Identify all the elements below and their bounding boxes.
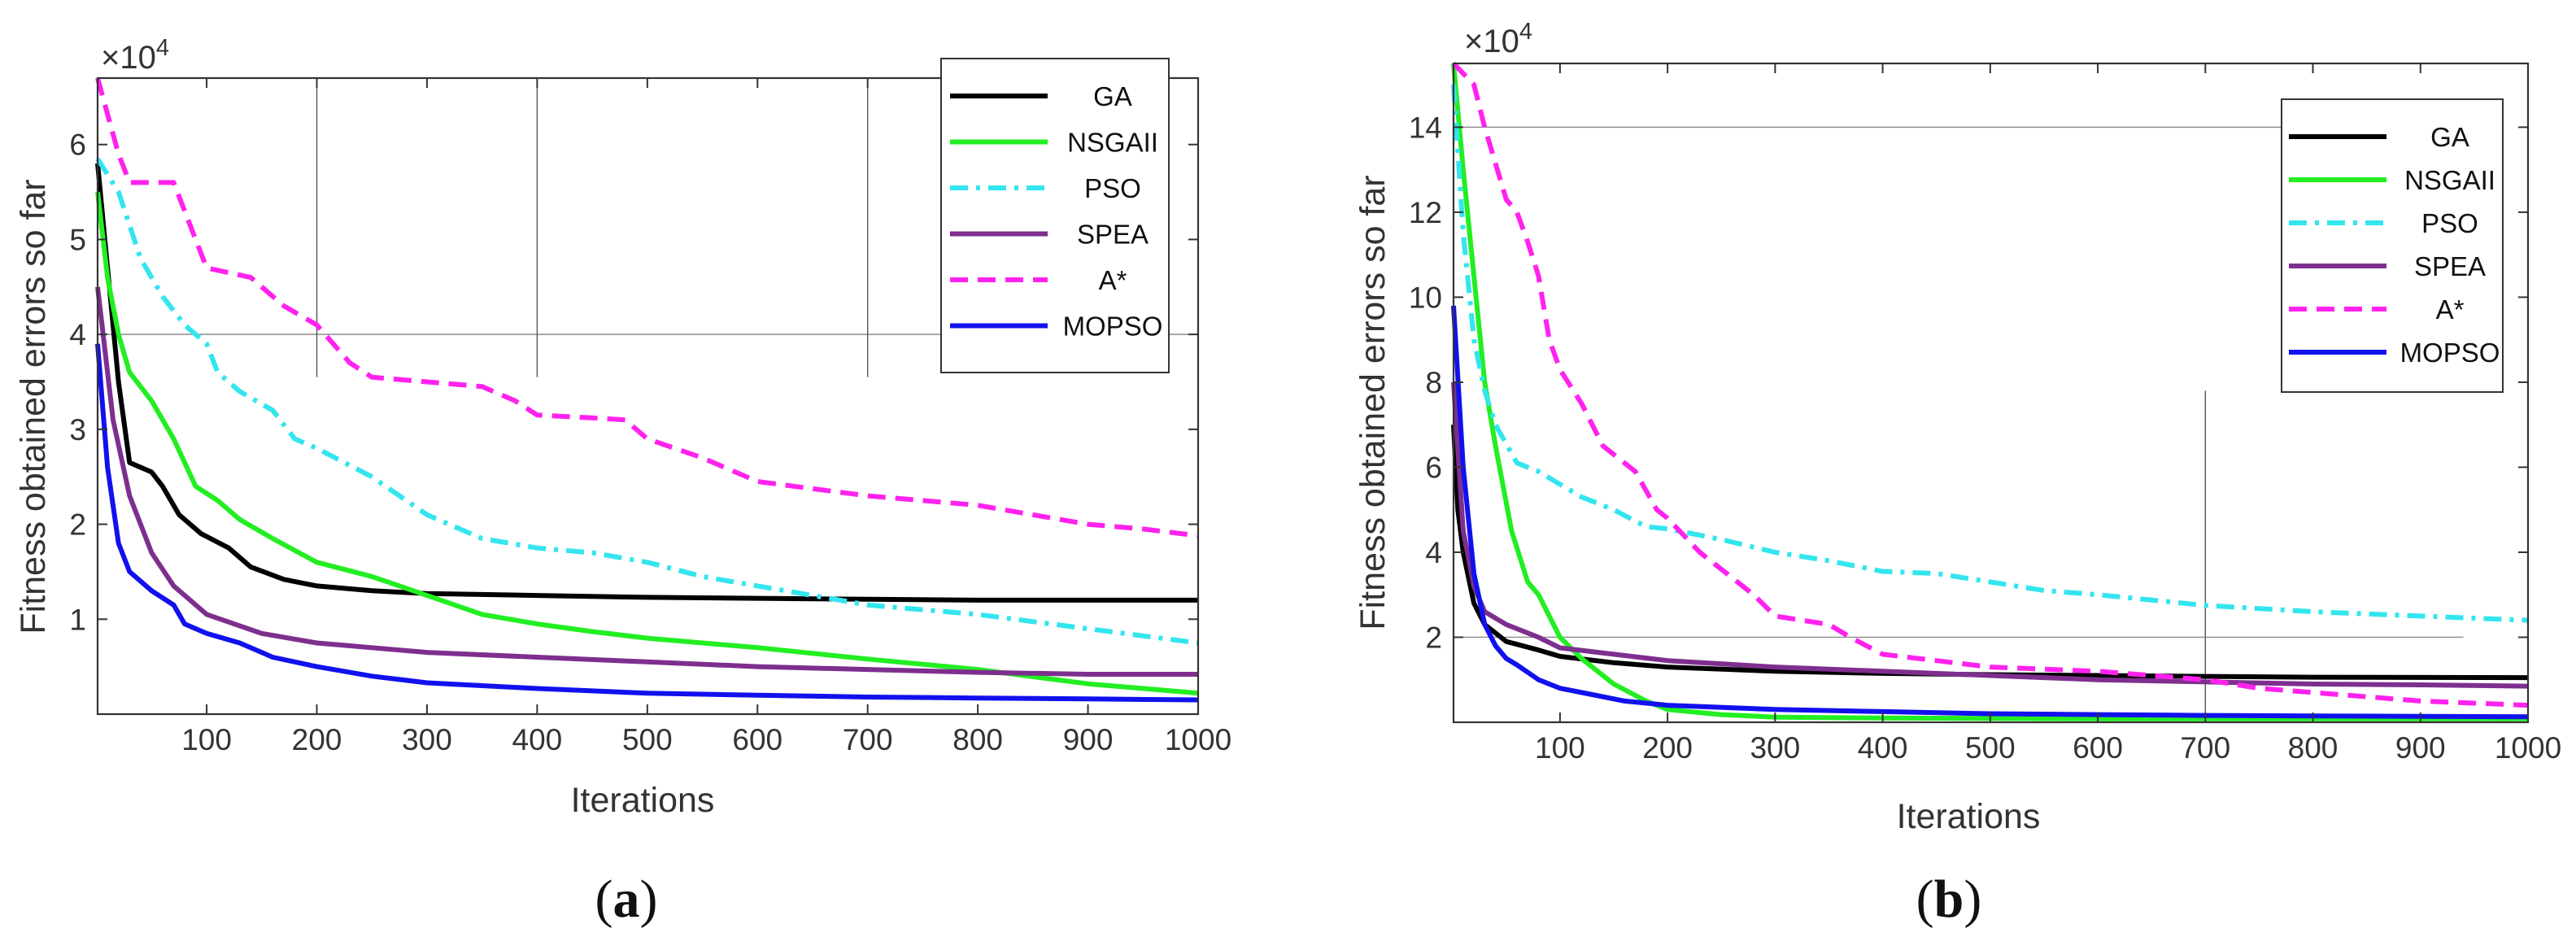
chart-a-xtick-label: 900 <box>1063 723 1114 756</box>
chart-a-caption-close: ) <box>640 869 658 929</box>
chart-a-legend-label: PSO <box>1084 173 1141 203</box>
chart-a-ytick-label: 4 <box>69 318 86 351</box>
chart-b-ytick-label: 10 <box>1409 281 1442 314</box>
chart-a-legend-label: SPEA <box>1077 220 1149 250</box>
chart-b-legend-label: MOPSO <box>2400 338 2500 368</box>
chart-a-series-nsgaii <box>95 191 1199 696</box>
chart-b-ylabel: Fitness obtained errors so far <box>1353 175 1393 630</box>
chart-b-exponent-power: 4 <box>1519 19 1532 45</box>
chart-a-ytick-label: 3 <box>69 413 86 447</box>
chart-b-legend-label: SPEA <box>2414 251 2486 281</box>
chart-a-xtick-label: 1000 <box>1165 723 1231 756</box>
chart-a-series-spea <box>95 286 1198 677</box>
chart-b-legend-label: GA <box>2430 122 2469 152</box>
chart-b-caption: (b) <box>1916 869 1982 929</box>
chart-b-series-spea <box>1451 381 2529 689</box>
chart-b-xtick-label: 1000 <box>2495 731 2561 765</box>
chart-b-xlabel: Iterations <box>1897 797 2041 836</box>
chart-a-legend: GA NSGAII PSO SPEA A* MOPSO <box>940 58 1170 373</box>
chart-b-series-ga <box>1451 425 2529 681</box>
chart-b-xtick-label: 100 <box>1535 731 1585 765</box>
chart-b-legend-label: NSGAII <box>2404 165 2495 195</box>
chart-a-series-pso <box>95 157 1199 646</box>
chart-b-xtick-label: 500 <box>1965 731 2016 765</box>
chart-a-ticks: 100 200 300 400 500 600 700 800 900 1000 1 2 3 4 5 6 <box>69 78 1231 756</box>
chart-a-xtick-label: 300 <box>402 723 452 756</box>
chart-a-ytick-label: 1 <box>69 603 86 636</box>
chart-b-ytick-label: 12 <box>1409 196 1442 229</box>
chart-a-legend-items: GA NSGAII PSO SPEA A* MOPSO <box>950 81 1162 342</box>
chart-a-xtick-label: 500 <box>622 723 673 756</box>
chart-a-series-a-star <box>95 77 1199 538</box>
chart-b-exponent: ×104 <box>1464 19 1532 59</box>
chart-a-xtick-label: 200 <box>292 723 342 756</box>
chart-b-ytick-label: 6 <box>1425 451 1442 484</box>
chart-a-caption-letter: a <box>613 869 640 929</box>
chart-b-ytick-label: 8 <box>1425 366 1442 399</box>
chart-a-series-ga <box>95 163 1198 603</box>
chart-b-xtick-label: 900 <box>2395 731 2446 765</box>
chart-b-caption-open: ( <box>1916 869 1934 929</box>
chart-b-caption-letter: b <box>1934 869 1964 929</box>
chart-b-ytick-label: 4 <box>1425 536 1442 569</box>
chart-a-xtick-label: 100 <box>181 723 232 756</box>
chart-b-ytick-label: 14 <box>1409 111 1442 144</box>
chart-b-legend: GA NSGAII PSO SPEA A* MOPSO <box>2281 98 2504 393</box>
chart-b-caption-close: ) <box>1964 869 1981 929</box>
chart-b-legend-label: A* <box>2436 294 2465 325</box>
chart-a-xtick-label: 600 <box>732 723 782 756</box>
chart-b-legend-items: GA NSGAII PSO SPEA A* MOPSO <box>2289 122 2500 368</box>
chart-a-xtick-label: 700 <box>843 723 893 756</box>
chart-a-legend-label: MOPSO <box>1063 312 1163 342</box>
chart-a-legend-box <box>940 58 1170 373</box>
chart-panel-b: 100 200 300 400 500 600 700 800 900 1000 2 4 6 8 10 12 1… <box>1353 19 2561 929</box>
chart-b-xtick-label: 200 <box>1642 731 1693 765</box>
chart-panel-a: 100 200 300 400 500 600 700 800 900 1000 1 2 3 4 5 6 ×1… <box>14 35 1231 929</box>
chart-a-legend-label: A* <box>1099 265 1127 295</box>
chart-b-xtick-label: 400 <box>1858 731 1908 765</box>
chart-b-legend-label: PSO <box>2421 208 2478 238</box>
chart-b-xtick-label: 300 <box>1750 731 1801 765</box>
chart-b-series-pso <box>1451 84 2529 623</box>
chart-a-legend-label: NSGAII <box>1067 128 1158 158</box>
chart-b-ticks: 100 200 300 400 500 600 700 800 900 1000 2 4 6 8 10 12 1… <box>1409 63 2561 765</box>
chart-b-ytick-label: 2 <box>1425 621 1442 654</box>
chart-a-ytick-label: 6 <box>69 129 86 162</box>
chart-a-legend-label: GA <box>1093 81 1132 111</box>
chart-a-xtick-label: 400 <box>512 723 563 756</box>
chart-b-exponent-base: ×10 <box>1464 24 1519 59</box>
chart-a-exponent-base: ×10 <box>101 40 156 76</box>
chart-b-xtick-label: 700 <box>2180 731 2230 765</box>
chart-b-xtick-label: 600 <box>2073 731 2123 765</box>
chart-a-series-mopso <box>95 343 1199 703</box>
chart-a-exponent: ×104 <box>101 35 169 76</box>
chart-a-caption: (a) <box>595 869 658 929</box>
chart-b-series-mopso <box>1451 305 2529 720</box>
chart-a-ytick-label: 5 <box>69 223 86 256</box>
chart-a-series <box>95 77 1199 703</box>
chart-b-series-a-star <box>1451 61 2529 708</box>
chart-b-xtick-label: 800 <box>2288 731 2338 765</box>
chart-a-caption-open: ( <box>595 869 613 929</box>
chart-a-xtick-label: 800 <box>952 723 1003 756</box>
chart-a-ytick-label: 2 <box>69 508 86 542</box>
chart-a-xlabel: Iterations <box>571 781 715 820</box>
chart-b-legend-box <box>2281 98 2504 393</box>
chart-a-ylabel: Fitness obtained errors so far <box>14 179 53 634</box>
chart-a-exponent-power: 4 <box>156 35 169 61</box>
